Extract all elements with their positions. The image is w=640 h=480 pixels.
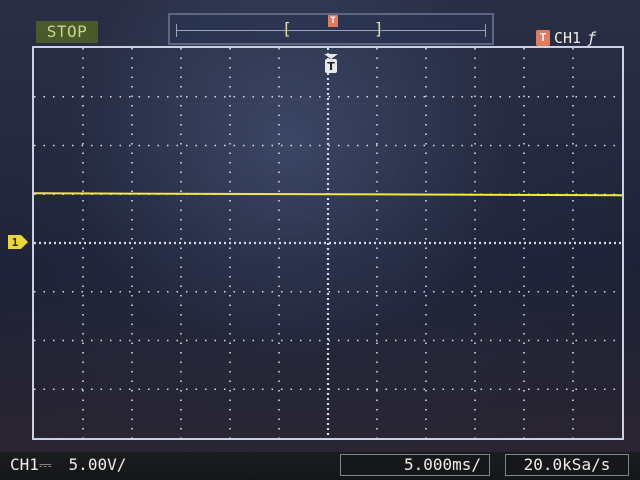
sample-rate-readout: 20.0kSa/s	[505, 454, 629, 476]
timebase-readout[interactable]: 5.000ms/	[340, 454, 490, 476]
ch1-trace	[34, 192, 622, 197]
trigger-info[interactable]: T CH1 ƒ	[536, 27, 596, 49]
memory-position-bar[interactable]: [ ] T	[168, 13, 494, 45]
trigger-icon: T	[536, 30, 550, 46]
memory-trigger-icon: T	[328, 15, 338, 27]
ch1-name-label: CH1	[10, 455, 39, 474]
trigger-position-marker[interactable]: T	[324, 54, 338, 74]
volts-per-div-value: 5.00V/	[68, 455, 127, 474]
memory-track-start	[176, 24, 177, 37]
window-right-bracket: ]	[374, 19, 384, 38]
ch1-marker-label: 1	[12, 236, 19, 249]
trigger-marker-label: T	[327, 60, 335, 73]
run-state-label: STOP	[36, 21, 98, 43]
ch1-ground-marker[interactable]: 1	[8, 235, 28, 249]
memory-track-line	[176, 30, 486, 31]
rising-edge-icon: ƒ	[587, 29, 597, 47]
trigger-source-label: CH1	[554, 29, 582, 47]
ch1-scale-readout[interactable]: CH1⎓ 5.00V/	[10, 454, 126, 476]
memory-track-end	[485, 24, 486, 37]
window-left-bracket: [	[282, 19, 292, 38]
dc-coupling-icon: ⎓	[38, 455, 52, 474]
graticule-grid	[34, 48, 622, 438]
graticule-frame	[32, 46, 624, 440]
